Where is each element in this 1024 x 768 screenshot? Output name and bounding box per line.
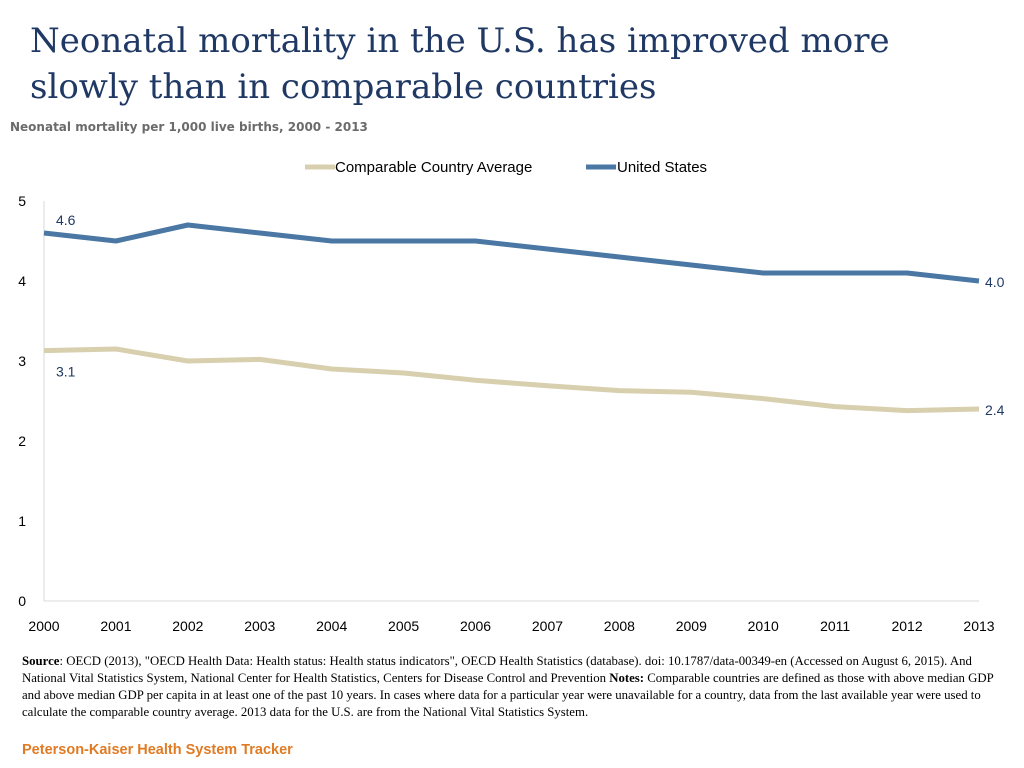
x-tick-label: 2011 <box>820 618 850 634</box>
y-tick-label: 5 <box>18 193 26 209</box>
x-tick-label: 2000 <box>28 618 59 634</box>
data-label: 4.6 <box>56 212 76 228</box>
x-tick-label: 2004 <box>316 618 347 634</box>
source-label: Source <box>22 654 60 668</box>
chart-subtitle: Neonatal mortality per 1,000 live births… <box>10 120 368 134</box>
brand-logo-text: Peterson-Kaiser Health System Tracker <box>22 742 293 758</box>
legend-label: Comparable Country Average <box>335 159 532 176</box>
x-tick-label: 2008 <box>604 618 635 634</box>
notes-text: Comparable countries are defined as thos… <box>22 671 994 719</box>
series-line-comparable-average <box>43 346 980 414</box>
data-label: 2.4 <box>985 402 1005 418</box>
y-tick-label: 1 <box>18 513 26 529</box>
x-tick-label: 2001 <box>100 618 131 634</box>
source-text: : OECD (2013), "OECD Health Data: Health… <box>22 654 972 685</box>
footnote: Source: OECD (2013), "OECD Health Data: … <box>22 653 1007 721</box>
series-line-united-states <box>43 222 980 284</box>
x-tick-label: 2010 <box>748 618 779 634</box>
data-label: 3.1 <box>56 364 76 380</box>
notes-label: Notes: <box>609 671 645 685</box>
y-tick-label: 2 <box>18 433 26 449</box>
y-tick-label: 0 <box>18 593 26 609</box>
line-chart: 0 1 2 3 4 5 2000 2001 2002 2003 2004 2005 2006 2007 20… <box>18 159 1005 634</box>
x-tick-label: 2007 <box>532 618 563 634</box>
data-label: 4.0 <box>985 274 1005 290</box>
x-tick-label: 2013 <box>963 618 994 634</box>
y-tick-label: 4 <box>18 273 26 289</box>
page-title: Neonatal mortality in the U.S. has impro… <box>30 21 890 107</box>
x-tick-label: 2006 <box>460 618 491 634</box>
x-tick-label: 2003 <box>244 618 275 634</box>
x-tick-label: 2005 <box>388 618 419 634</box>
y-tick-label: 3 <box>18 353 26 369</box>
x-tick-label: 2012 <box>891 618 922 634</box>
x-tick-label: 2009 <box>676 618 707 634</box>
x-tick-label: 2002 <box>172 618 203 634</box>
legend-label: United States <box>617 159 707 176</box>
